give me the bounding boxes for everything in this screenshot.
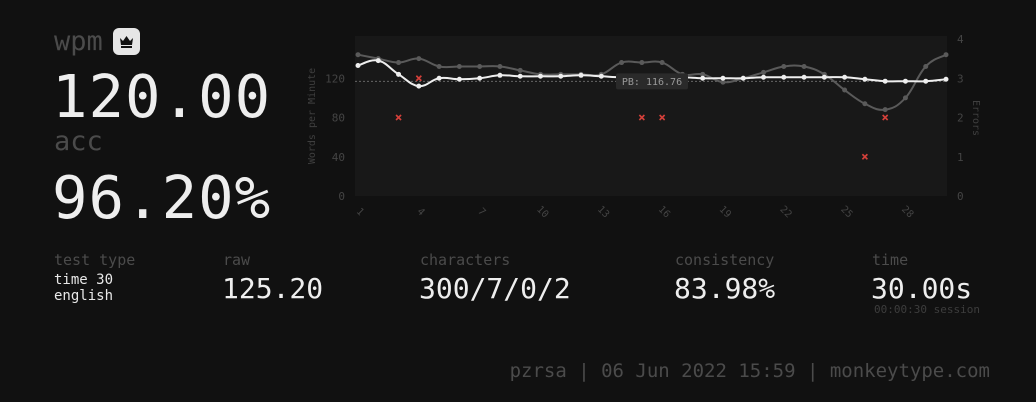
wpm-point bbox=[700, 75, 706, 81]
error-marker bbox=[882, 114, 889, 121]
wpm-point bbox=[943, 76, 949, 82]
raw-point bbox=[517, 67, 523, 73]
wpm-label: wpm bbox=[54, 26, 103, 57]
y-tick-label: 80 bbox=[332, 112, 345, 125]
consistency-label: consistency bbox=[675, 251, 775, 269]
y-tick-label: 40 bbox=[332, 151, 345, 164]
raw-point bbox=[497, 63, 503, 69]
wpm-point bbox=[882, 78, 888, 84]
x-tick-label: 22 bbox=[777, 204, 793, 220]
wpm-point bbox=[436, 75, 442, 81]
raw-point bbox=[456, 63, 462, 69]
wpm-point bbox=[801, 74, 807, 80]
x-tick-label: 4 bbox=[415, 206, 427, 218]
raw-point bbox=[477, 63, 483, 69]
wpm-point bbox=[396, 71, 402, 77]
x-tick-label: 28 bbox=[899, 204, 915, 220]
wpm-point bbox=[578, 72, 584, 78]
wpm-point bbox=[740, 75, 746, 81]
characters-label: characters bbox=[420, 251, 511, 269]
raw-point bbox=[619, 60, 625, 66]
wpm-point bbox=[456, 76, 462, 82]
raw-point bbox=[700, 71, 706, 77]
y2-tick-label: 2 bbox=[957, 112, 964, 125]
raw-point bbox=[436, 63, 442, 69]
raw-point bbox=[923, 63, 929, 69]
y2-axis-label: Errors bbox=[970, 100, 981, 136]
error-marker bbox=[415, 75, 422, 82]
x-tick-label: 19 bbox=[717, 204, 733, 220]
time-label: time bbox=[872, 251, 909, 269]
raw-point bbox=[943, 52, 949, 58]
test-type-language: english bbox=[54, 288, 114, 304]
x-tick-label: 1 bbox=[354, 206, 366, 218]
y-tick-label: 0 bbox=[338, 190, 345, 203]
wpm-point bbox=[781, 74, 787, 80]
y-tick-label: 120 bbox=[325, 72, 345, 85]
raw-point bbox=[416, 56, 422, 62]
wpm-point bbox=[517, 73, 523, 79]
x-tick-label: 10 bbox=[534, 204, 550, 220]
raw-point bbox=[801, 63, 807, 69]
wpm-point bbox=[821, 74, 827, 80]
wpm-point bbox=[375, 58, 381, 64]
y2-tick-label: 0 bbox=[957, 190, 964, 203]
raw-point bbox=[639, 60, 645, 66]
wpm-label-row: wpm bbox=[54, 26, 140, 57]
wpm-point bbox=[598, 73, 604, 79]
raw-point bbox=[862, 101, 868, 107]
wpm-point bbox=[537, 73, 543, 79]
raw-value: 125.20 bbox=[222, 272, 324, 305]
raw-point bbox=[720, 79, 726, 85]
y2-tick-label: 3 bbox=[957, 72, 964, 85]
x-tick-label: 25 bbox=[838, 204, 854, 220]
wpm-point bbox=[558, 73, 564, 79]
wpm-point bbox=[355, 62, 361, 68]
test-type-label: test type bbox=[54, 251, 136, 269]
crown-icon[interactable] bbox=[112, 28, 140, 55]
raw-label: raw bbox=[223, 251, 251, 269]
raw-point bbox=[842, 87, 848, 93]
x-tick-label: 7 bbox=[475, 206, 487, 218]
error-marker bbox=[659, 114, 666, 121]
wpm-point bbox=[497, 72, 503, 78]
test-type-mode: time 30 bbox=[54, 272, 114, 288]
pb-label: PB: 116.76 bbox=[622, 77, 682, 88]
x-tick-label: 13 bbox=[595, 204, 611, 220]
y2-tick-label: 4 bbox=[957, 33, 964, 46]
time-value: 30.00s bbox=[871, 272, 973, 305]
error-marker bbox=[861, 153, 868, 160]
wpm-point bbox=[416, 83, 422, 89]
raw-point bbox=[355, 52, 361, 58]
raw-point bbox=[882, 107, 888, 113]
raw-point bbox=[781, 63, 787, 69]
wpm-point bbox=[761, 74, 767, 80]
wpm-value: 120.00 bbox=[52, 62, 272, 131]
raw-point bbox=[902, 95, 908, 101]
footer-info: pzrsa | 06 Jun 2022 15:59 | monkeytype.c… bbox=[509, 360, 990, 382]
raw-point bbox=[396, 60, 402, 66]
y-axis-label: Words per Minute bbox=[307, 68, 318, 164]
acc-label: acc bbox=[54, 126, 103, 157]
pb-annotation: PB: 116.76 bbox=[616, 73, 688, 90]
wpm-point bbox=[862, 76, 868, 82]
raw-point bbox=[761, 69, 767, 75]
wpm-point bbox=[842, 74, 848, 80]
consistency-value: 83.98% bbox=[674, 272, 776, 305]
wpm-point bbox=[923, 78, 929, 84]
wpm-point bbox=[720, 75, 726, 81]
x-tick-label: 16 bbox=[656, 204, 672, 220]
error-marker bbox=[395, 114, 402, 121]
raw-point bbox=[659, 60, 665, 66]
session-time: 00:00:30 session bbox=[874, 303, 980, 316]
characters-value: 300/7/0/2 bbox=[419, 272, 571, 305]
chart-plot-area bbox=[355, 36, 947, 196]
acc-value: 96.20% bbox=[52, 163, 272, 232]
y2-tick-label: 1 bbox=[957, 151, 964, 164]
wpm-point bbox=[477, 75, 483, 81]
wpm-point bbox=[902, 78, 908, 84]
error-marker bbox=[638, 114, 645, 121]
